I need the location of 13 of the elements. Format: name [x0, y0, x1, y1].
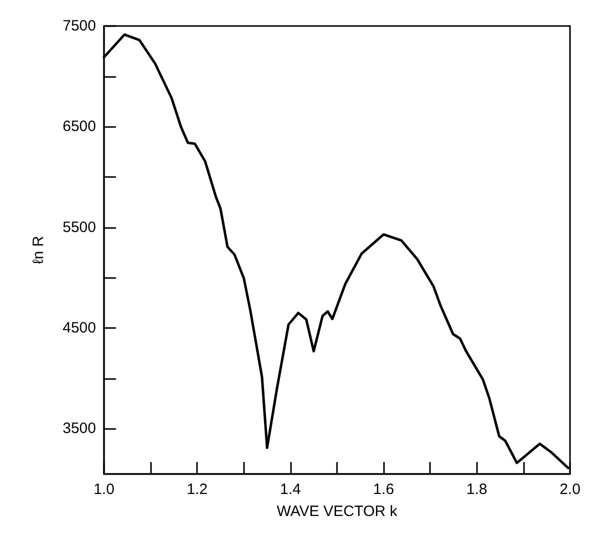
x-tick-label: 1.0 [94, 481, 114, 498]
y-tick-label: 3500 [62, 420, 96, 438]
y-tick-label: 5500 [62, 218, 96, 236]
y-axis-title: ℓn R [30, 236, 47, 264]
x-axis-title: WAVE VECTOR k [276, 503, 398, 520]
x-tick-label: 1.8 [466, 481, 488, 498]
x-tick-label: 1.2 [186, 481, 208, 498]
x-tick-label: 1.6 [373, 481, 394, 498]
x-tick-label: 2.0 [560, 481, 580, 498]
x-tick-label: 1.4 [280, 481, 301, 498]
y-tick-label: 6500 [62, 118, 96, 136]
y-tick-label: 4500 [62, 320, 96, 337]
y-tick-label: 7500 [62, 18, 96, 34]
